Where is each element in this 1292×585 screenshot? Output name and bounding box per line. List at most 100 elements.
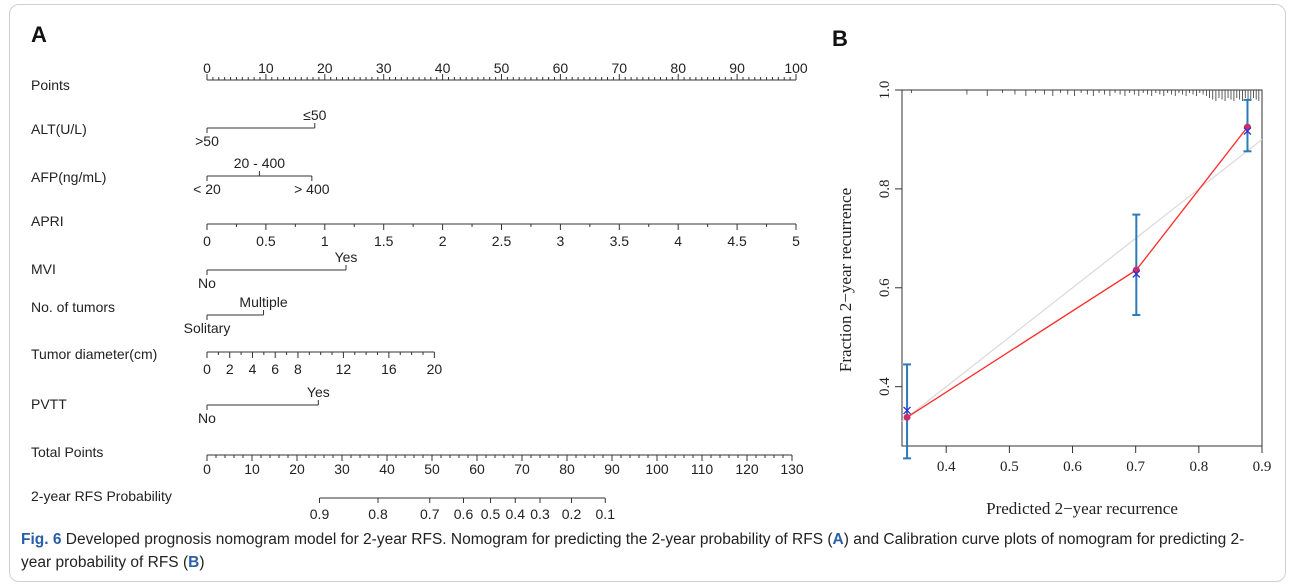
points-label: Points [31,77,70,93]
probability-tick-label: 0.6 [454,506,474,522]
points-tick-label: 70 [612,60,628,76]
variable-label: PVTT [31,396,67,412]
probability-tick-label: 0.7 [420,506,440,522]
level-label: Multiple [239,294,287,310]
points-tick-label: 60 [553,60,569,76]
x-axis-title: Predicted 2−year recurrence [986,499,1178,518]
x-tick-label: 0.4 [937,459,956,475]
level-label: Yes [307,384,330,400]
observed-point [1133,266,1140,273]
total-tick-label: 40 [379,461,395,477]
plot-frame [902,90,1262,446]
x-tick-label: 0.6 [1063,459,1082,475]
variable-label: APRI [31,213,64,229]
variable-label: AFP(ng/mL) [31,169,106,185]
continuous-tick-label: 12 [336,361,352,377]
continuous-tick-label: 0.5 [256,233,276,249]
observed-point [1244,124,1251,131]
x-tick-label: 0.5 [1000,459,1019,475]
level-label: No [198,275,216,291]
probability-tick-label: 0.8 [368,506,388,522]
level-label: > 400 [294,181,330,197]
continuous-tick-label: 0 [203,361,211,377]
variable-label: ALT(U/L) [31,121,87,137]
total-tick-label: 50 [424,461,440,477]
caption-part-1: Developed prognosis nomogram model for 2… [66,531,833,548]
probability-tick-label: 0.1 [596,506,616,522]
points-tick-label: 40 [435,60,451,76]
points-tick-label: 50 [494,60,510,76]
y-axis-title: Fraction 2−year recurrence [836,188,855,372]
probability-tick-label: 0.9 [310,506,330,522]
level-label: Solitary [184,320,231,336]
level-label: 20 - 400 [234,155,286,171]
probability-tick-label: 0.3 [530,506,550,522]
continuous-tick-label: 4 [674,233,682,249]
continuous-tick-label: 3.5 [610,233,630,249]
points-tick-label: 90 [729,60,745,76]
variable-label: No. of tumors [31,299,115,315]
y-tick-label: 0.6 [877,278,893,297]
total-tick-label: 10 [244,461,260,477]
continuous-tick-label: 6 [271,361,279,377]
panel-label-b: B [832,26,848,51]
points-tick-label: 0 [203,60,211,76]
figure-caption: Fig. 6 Developed prognosis nomogram mode… [21,528,1271,574]
caption-label: Fig. 6 [21,531,61,548]
level-label: No [198,410,216,426]
total-tick-label: 90 [604,461,620,477]
continuous-tick-label: 1 [321,233,329,249]
total-tick-label: 20 [289,461,305,477]
probability-tick-label: 0.5 [481,506,501,522]
continuous-tick-label: 0 [203,233,211,249]
y-tick-label: 0.4 [877,377,893,396]
total-tick-label: 110 [691,461,714,477]
total-tick-label: 120 [735,461,759,477]
total-points-label: Total Points [31,444,103,460]
continuous-tick-label: 5 [792,233,800,249]
level-label: ≤50 [303,107,326,123]
total-tick-label: 80 [559,461,575,477]
total-tick-label: 60 [469,461,485,477]
total-tick-label: 0 [203,461,211,477]
continuous-tick-label: 8 [294,361,302,377]
continuous-tick-label: 20 [427,361,443,377]
probability-tick-label: 0.4 [506,506,526,522]
caption-ref-a: A [833,531,844,548]
probability-label: 2-year RFS Probability [31,488,172,504]
observed-point [904,414,911,421]
variable-label: MVI [31,261,56,277]
points-tick-label: 10 [258,60,274,76]
total-tick-label: 130 [780,461,804,477]
continuous-tick-label: 2 [439,233,447,249]
level-label: < 20 [193,181,221,197]
points-tick-label: 30 [376,60,392,76]
level-label: Yes [335,249,358,265]
variable-label: Tumor diameter(cm) [31,346,157,362]
continuous-tick-label: 4 [249,361,257,377]
points-tick-label: 20 [317,60,333,76]
x-tick-label: 0.7 [1126,459,1145,475]
caption-ref-b: B [188,554,199,571]
points-tick-label: 80 [670,60,686,76]
x-tick-label: 0.8 [1189,459,1208,475]
total-tick-label: 100 [645,461,669,477]
x-tick-label: 0.9 [1253,459,1272,475]
panel-label-a: A [31,22,47,47]
level-label: >50 [195,133,219,149]
continuous-tick-label: 3 [557,233,565,249]
points-tick-label: 100 [784,60,808,76]
continuous-tick-label: 2.5 [492,233,512,249]
calibration-line [907,127,1247,417]
y-tick-label: 0.8 [877,180,893,199]
continuous-tick-label: 1.5 [374,233,394,249]
continuous-tick-label: 16 [381,361,397,377]
continuous-tick-label: 4.5 [727,233,747,249]
ideal-reference-line [902,139,1262,421]
rug-marks [911,90,1258,101]
calibration-panel: B 0.4 0.5 0.6 0.7 0.8 0.9 0.4 0.6 0.8 1.0 Predicted… [832,26,1271,518]
total-tick-label: 70 [514,461,530,477]
continuous-tick-label: 2 [226,361,234,377]
